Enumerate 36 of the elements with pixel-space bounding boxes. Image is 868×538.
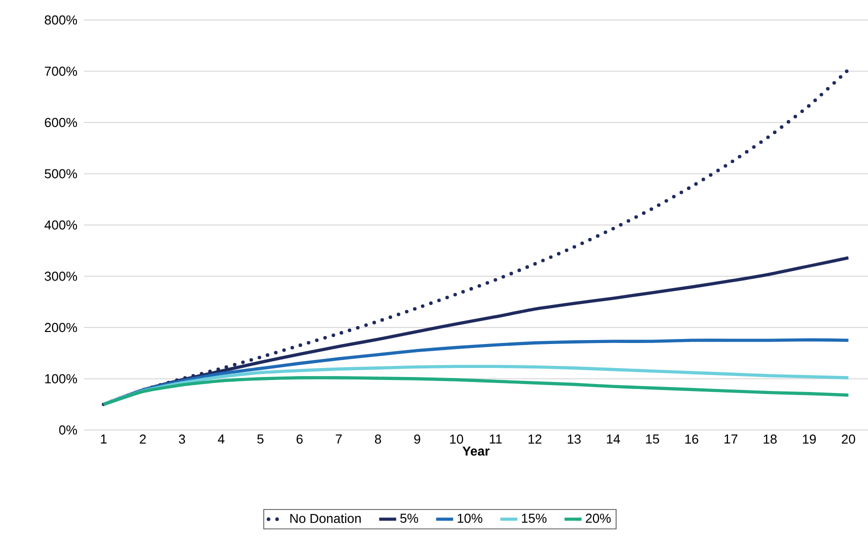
x-tick-label: 9: [414, 434, 420, 444]
y-tick-label: 700%: [44, 66, 77, 76]
y-tick-label: 800%: [44, 15, 77, 25]
y-tick-label: 400%: [44, 220, 77, 230]
x-tick-label: 2: [140, 434, 146, 444]
legend-label: 20%: [586, 514, 611, 523]
x-tick-label: 18: [764, 434, 777, 444]
x-tick-label: 15: [646, 434, 660, 444]
legend-label: No Donation: [290, 514, 361, 524]
x-tick-label: 12: [528, 434, 542, 444]
x-tick-label: 14: [606, 434, 620, 444]
x-tick-label: 16: [685, 434, 698, 444]
y-tick-label: 600%: [44, 118, 77, 128]
x-tick-label: 3: [178, 434, 186, 444]
x-tick-label: 1: [100, 434, 107, 444]
x-tick-label: 5: [257, 434, 264, 444]
x-tick-label: 8: [374, 434, 382, 444]
x-tick-label: 4: [218, 434, 224, 444]
x-tick-label: 10: [450, 434, 464, 444]
x-tick-label: 7: [336, 434, 342, 444]
y-tick-label: 0%: [59, 425, 77, 435]
x-tick-label: 13: [568, 434, 581, 444]
x-tick-label: 19: [802, 434, 816, 444]
y-tick-label: 200%: [44, 322, 77, 332]
y-tick-label: 300%: [44, 272, 77, 281]
legend-label: 5%: [400, 514, 418, 523]
y-tick-label: 100%: [45, 374, 77, 384]
line-series: [102, 376, 850, 406]
x-tick-label: 20: [842, 434, 856, 444]
legend-label: 10%: [458, 514, 482, 523]
y-tick-label: 500%: [44, 169, 77, 178]
x-tick-label: 11: [490, 434, 502, 444]
x-axis-title: Year: [462, 446, 490, 456]
legend-label: 15%: [522, 514, 546, 523]
x-tick-label: 6: [296, 434, 303, 444]
x-tick-label: 17: [724, 434, 738, 444]
